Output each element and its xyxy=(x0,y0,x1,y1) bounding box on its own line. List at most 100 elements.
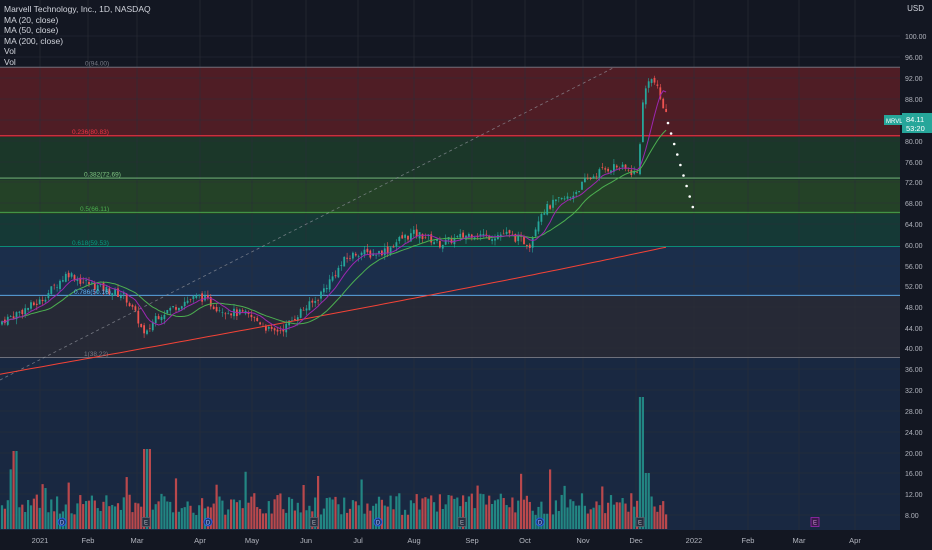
volume-bar xyxy=(380,499,383,529)
price-tick-label: 40.00 xyxy=(905,346,923,353)
dividend-marker[interactable]: D xyxy=(535,517,545,527)
volume-bar xyxy=(505,504,508,529)
volume-bar xyxy=(99,510,102,529)
last-price-label: 84.11 xyxy=(906,115,924,124)
candle-body xyxy=(412,229,415,234)
candle-body xyxy=(140,323,143,327)
volume-bar xyxy=(44,488,47,529)
indicator-vol-2[interactable]: Vol xyxy=(4,56,16,67)
indicator-ma50[interactable]: MA (50, close) xyxy=(4,25,59,35)
earnings-marker[interactable]: E xyxy=(309,517,319,527)
chart-title[interactable]: Marvell Technology, Inc., 1D, NASDAQ xyxy=(4,4,151,14)
volume-bar xyxy=(328,497,331,529)
volume-bar xyxy=(189,505,192,529)
candle-body xyxy=(154,316,157,324)
fib-band-786-1 xyxy=(0,296,900,358)
volume-bar xyxy=(531,510,534,529)
dividend-marker[interactable]: D xyxy=(373,517,383,527)
volume-bar xyxy=(665,514,668,529)
volume-bar xyxy=(441,508,444,529)
fib-level-label: 0.236(80.83) xyxy=(72,129,109,136)
candle-body xyxy=(575,192,578,194)
volume-bar xyxy=(377,496,381,529)
volume-bar xyxy=(360,479,363,529)
price-tick-label: 28.00 xyxy=(905,409,923,416)
candle-body xyxy=(615,165,618,168)
price-tick-label: 76.00 xyxy=(905,160,923,167)
volume-bar xyxy=(122,497,125,529)
volume-bar xyxy=(186,501,189,529)
svg-text:E: E xyxy=(460,521,464,527)
earnings-marker[interactable]: E xyxy=(810,517,820,527)
time-axis[interactable]: 2021 Feb Mar Apr May Jun Jul Aug Sep Oct Nov Dec 202… xyxy=(32,536,862,545)
volume-bar xyxy=(29,505,33,529)
candle-body xyxy=(311,300,314,303)
volume-bar xyxy=(276,495,279,529)
candle-body xyxy=(372,254,375,256)
candle-body xyxy=(108,288,111,295)
candle-body xyxy=(584,178,586,183)
candle-body xyxy=(134,306,137,311)
candle-body xyxy=(178,307,180,311)
volume-bar xyxy=(105,495,108,529)
candle-body xyxy=(389,247,392,254)
candle-body xyxy=(328,279,331,290)
last-price-badge xyxy=(902,113,932,133)
candle-body xyxy=(346,257,348,259)
dividend-marker[interactable]: D xyxy=(203,517,213,527)
candle-body xyxy=(560,197,563,200)
volume-bar xyxy=(456,497,459,529)
candle-body xyxy=(93,283,96,290)
volume-bar xyxy=(398,493,401,529)
candle-body xyxy=(578,191,580,193)
candle-body xyxy=(201,293,203,302)
volume-bar xyxy=(476,485,479,529)
candle-body xyxy=(334,275,337,277)
indicator-vol-1[interactable]: Vol xyxy=(4,46,16,56)
currency-label: USD xyxy=(907,4,924,13)
candle-body xyxy=(308,301,311,311)
volume-bar xyxy=(447,494,450,529)
volume-bar xyxy=(24,512,27,529)
volume-bar xyxy=(76,503,79,529)
volume-bar xyxy=(438,494,441,529)
candle-body xyxy=(82,281,85,283)
symbol-badge xyxy=(884,115,902,125)
volume-bar xyxy=(195,514,198,529)
candle-body xyxy=(227,313,230,315)
fib-level-label: 0.5(66.11) xyxy=(80,206,109,213)
candle-body xyxy=(410,233,412,242)
volume-bar xyxy=(47,512,50,529)
volume-bar xyxy=(351,500,354,529)
event-markers[interactable]: DDDDDEEEEE xyxy=(57,517,820,527)
candle-body xyxy=(247,312,250,315)
volume-bar xyxy=(493,500,497,529)
candle-body xyxy=(253,316,256,318)
volume-bar xyxy=(569,499,572,529)
svg-text:E: E xyxy=(312,521,316,527)
earnings-marker[interactable]: E xyxy=(457,517,467,527)
price-tick-label: 88.00 xyxy=(905,97,923,104)
earnings-marker[interactable]: E xyxy=(141,517,151,527)
candle-body xyxy=(627,169,630,171)
candle-body xyxy=(424,237,427,239)
indicator-ma20[interactable]: MA (20, close) xyxy=(4,14,59,25)
earnings-marker[interactable]: E xyxy=(635,517,645,527)
candle-body xyxy=(169,307,172,311)
candle-body xyxy=(146,330,148,334)
chart-legend: Marvell Technology, Inc., 1D, NASDAQ MA … xyxy=(4,4,151,67)
dividend-marker[interactable]: D xyxy=(57,517,67,527)
volume-bar xyxy=(479,493,482,529)
candle-body xyxy=(294,319,296,321)
candle-body xyxy=(546,204,549,215)
volume-bar xyxy=(540,501,543,529)
candle-body xyxy=(383,248,386,256)
price-tick-label: 12.00 xyxy=(905,492,923,499)
indicator-ma200[interactable]: MA (200, close) xyxy=(4,35,64,46)
candle-body xyxy=(639,144,641,175)
candle-body xyxy=(494,238,496,241)
volume-bar xyxy=(230,499,233,529)
fib-band-236-382 xyxy=(0,137,900,180)
candle-body xyxy=(259,322,261,325)
